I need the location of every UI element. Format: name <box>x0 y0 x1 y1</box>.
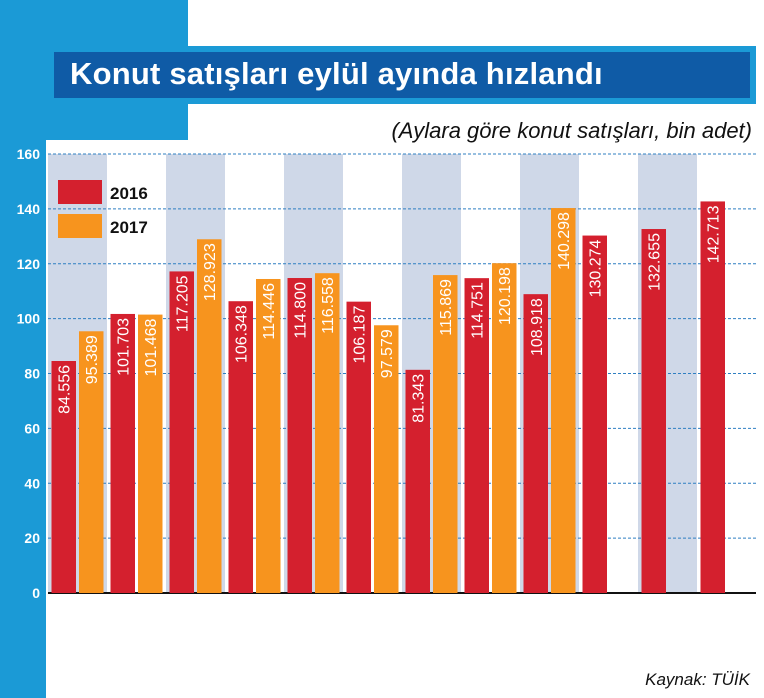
bar-2016 <box>228 301 253 593</box>
source-note: Kaynak: TÜİK <box>645 670 750 689</box>
bar-2017 <box>374 325 399 593</box>
gridlines <box>48 153 756 594</box>
bars: 84.556 95.389 101.703 101.468 117.205 128.923… <box>51 201 725 594</box>
data-label-2016: 142.713 <box>706 205 723 263</box>
y-tick-label: 160 <box>17 146 41 162</box>
x-category-label: Aralık <box>720 598 737 640</box>
data-label-2016: 130.274 <box>588 239 605 297</box>
x-category-label: Nisan <box>248 599 265 640</box>
y-tick-label: 100 <box>17 311 41 327</box>
data-label-2017: 114.446 <box>261 283 278 340</box>
bar-2017 <box>492 263 517 593</box>
data-label-2017: 116.558 <box>320 277 337 334</box>
data-label-2016: 108.918 <box>529 298 546 356</box>
x-category-label: Eylül <box>543 599 560 635</box>
data-label-2016: 106.348 <box>234 305 251 363</box>
y-tick-label: 140 <box>17 201 41 217</box>
bar-2017 <box>315 273 340 593</box>
bar-2016 <box>523 294 548 593</box>
legend: 2016 2017 <box>58 180 148 238</box>
data-label-2016: 132.655 <box>647 233 664 291</box>
x-category-label: Mart <box>189 599 206 631</box>
x-category-label: Şubat <box>130 599 147 641</box>
legend-label-2017: 2017 <box>110 218 148 237</box>
bar-2017 <box>433 275 458 593</box>
data-label-2017: 128.923 <box>202 243 219 301</box>
bar-2016 <box>700 201 725 593</box>
legend-label-2016: 2016 <box>110 184 148 203</box>
bar-2017 <box>551 208 576 593</box>
x-category-label: Haziran <box>366 599 383 653</box>
bar-2016 <box>346 301 371 593</box>
data-label-2016: 84.556 <box>57 365 74 414</box>
data-label-2017: 101.468 <box>143 319 160 377</box>
bar-2016 <box>287 278 312 593</box>
x-category-label: Mayıs <box>307 599 324 641</box>
chart-subtitle: (Aylara göre konut satışları, bin adet) <box>391 118 752 143</box>
y-tick-label: 80 <box>24 366 40 382</box>
bar-2017 <box>197 239 222 593</box>
bar-2016 <box>582 235 607 593</box>
data-label-2016: 106.187 <box>352 306 369 364</box>
title-box <box>54 52 750 98</box>
legend-swatch-2016 <box>58 180 102 204</box>
bar-2016 <box>110 313 135 593</box>
axis-labels: 0 20 40 60 80 100 120 140 160 Ocak Şubat Mart Nisan M… <box>17 146 737 659</box>
data-label-2017: 95.389 <box>84 335 101 384</box>
legend-swatch-2017 <box>58 214 102 238</box>
x-category-label: Ekim <box>602 599 619 635</box>
bar-2016 <box>641 229 666 594</box>
y-tick-label: 120 <box>17 256 41 272</box>
data-label-2016: 114.800 <box>293 282 310 339</box>
x-category-label: Ağustos <box>484 599 501 659</box>
data-label-2016: 117.205 <box>175 275 192 332</box>
data-label-2016: 114.751 <box>470 282 487 339</box>
y-tick-label: 40 <box>24 475 40 491</box>
data-label-2017: 120.198 <box>497 267 514 325</box>
data-label-2017: 97.579 <box>379 329 396 378</box>
y-tick-label: 0 <box>32 585 40 601</box>
bar-2017 <box>138 314 163 593</box>
data-label-2016: 81.343 <box>411 374 428 423</box>
bar-2017 <box>79 331 104 593</box>
y-tick-label: 60 <box>24 420 40 436</box>
data-label-2017: 140.298 <box>556 212 573 270</box>
x-category-label: Kasım <box>661 599 678 644</box>
chart-title: Konut satışları eylül ayında hızlandı <box>70 56 603 91</box>
bar-2017 <box>256 278 281 593</box>
bar-2016 <box>51 360 76 593</box>
x-category-label: Temmuz <box>425 599 442 659</box>
bar-2016 <box>405 369 430 593</box>
data-label-2017: 115.869 <box>438 279 455 336</box>
data-label-2016: 101.703 <box>116 318 133 376</box>
bar-2016 <box>464 278 489 593</box>
bar-2016 <box>169 271 194 593</box>
y-tick-label: 20 <box>24 530 40 546</box>
x-category-label: Ocak <box>71 598 88 635</box>
